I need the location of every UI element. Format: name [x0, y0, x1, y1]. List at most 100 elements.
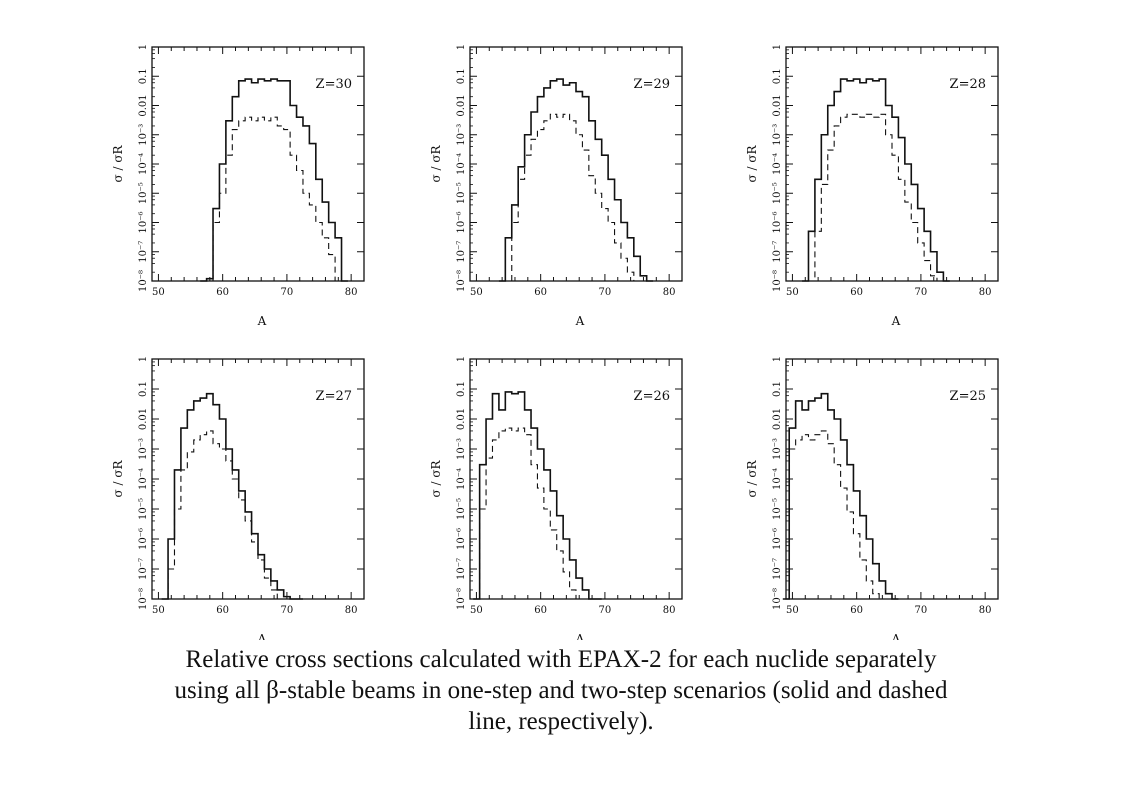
y-tick-label: 10⁻³ [456, 438, 467, 460]
y-tick-label: 10⁻⁶ [456, 528, 467, 550]
y-tick-label: 10⁻⁸ [772, 270, 783, 292]
y-tick-label: 10⁻⁴ [456, 153, 467, 175]
x-tick-label: 80 [663, 605, 676, 616]
series-solid-line [161, 392, 303, 600]
x-tick-label: 80 [979, 287, 992, 298]
y-tick-label: 1 [138, 44, 149, 50]
x-axis-label: A [891, 632, 901, 640]
y-tick-label: 1 [772, 356, 783, 362]
y-tick-label: 0.01 [772, 94, 783, 116]
x-tick-label: 50 [152, 605, 165, 616]
y-tick-label: 10⁻⁴ [772, 153, 783, 175]
y-tick-label: 1 [138, 356, 149, 362]
y-axis-label: σ / σR [111, 459, 125, 497]
x-tick-label: 60 [216, 287, 229, 298]
y-tick-label: 10⁻⁶ [138, 211, 149, 233]
y-tick-label: 10⁻⁶ [456, 211, 467, 233]
y-tick-label: 0.01 [456, 408, 467, 430]
y-tick-label: 0.1 [138, 381, 149, 397]
series-solid-line [200, 78, 348, 282]
y-tick-label: 10⁻⁵ [138, 182, 149, 204]
y-axis-label: σ / σR [111, 144, 125, 182]
panel-title: Z=27 [316, 389, 352, 404]
x-tick-label: 60 [850, 287, 863, 298]
y-tick-label: 10⁻³ [772, 124, 783, 146]
y-tick-label: 10⁻⁷ [772, 241, 783, 263]
y-tick-label: 10⁻⁸ [456, 588, 467, 610]
x-tick-label: 80 [345, 287, 358, 298]
panel-1: 50 60 70 80 10⁻⁸ 10⁻⁷ 10⁻⁶ 10⁻⁵ 10⁻⁴ 10⁻³ 0.01 0.1 1… [111, 44, 365, 328]
y-tick-label: 10⁻³ [772, 438, 783, 460]
panel-title: Z=25 [950, 389, 986, 404]
series-dashed-line [167, 430, 291, 600]
y-tick-label: 10⁻⁵ [772, 498, 783, 520]
y-tick-label: 10⁻³ [456, 124, 467, 146]
y-tick-label: 10⁻⁴ [138, 153, 149, 175]
series-dashed-line [788, 430, 886, 600]
series-solid-line [498, 78, 654, 282]
x-tick-label: 80 [663, 287, 676, 298]
x-tick-label: 70 [915, 605, 928, 616]
y-tick-label: 10⁻⁵ [138, 498, 149, 520]
y-tick-label: 10⁻⁴ [456, 468, 467, 490]
panel-3: 50 60 70 80 10⁻⁸ 10⁻⁷ 10⁻⁶ 10⁻⁵ 10⁻⁴ 10⁻³ 0.01 0.1 1… [745, 44, 999, 328]
y-tick-label: 10⁻³ [138, 438, 149, 460]
panel-4: 50 60 70 80 10⁻⁸ 10⁻⁷ 10⁻⁶ 10⁻⁵ 10⁻⁴ 10⁻³ 0.01 0.1 1… [111, 356, 365, 640]
y-tick-label: 10⁻⁸ [456, 270, 467, 292]
y-tick-label: 10⁻⁸ [138, 270, 149, 292]
series-dashed-line [479, 427, 589, 600]
x-tick-label: 60 [534, 287, 547, 298]
y-tick-label: 0.01 [138, 408, 149, 430]
series-dashed-line [511, 113, 647, 282]
caption-line-2: using all β-stable beams in one-step and… [174, 677, 948, 704]
y-axis-label: σ / σR [429, 459, 443, 497]
series-solid-line [473, 391, 602, 600]
x-tick-label: 70 [915, 287, 928, 298]
x-tick-label: 50 [470, 605, 483, 616]
y-tick-label: 10⁻⁸ [138, 588, 149, 610]
y-tick-label: 10⁻⁶ [772, 211, 783, 233]
y-tick-label: 10⁻⁶ [138, 528, 149, 550]
y-tick-label: 1 [772, 44, 783, 50]
x-tick-label: 50 [786, 605, 799, 616]
x-axis-label: A [575, 314, 585, 328]
y-tick-label: 0.1 [456, 68, 467, 84]
x-tick-label: 70 [281, 287, 294, 298]
panel-6: 50 60 70 80 10⁻⁸ 10⁻⁷ 10⁻⁶ 10⁻⁵ 10⁻⁴ 10⁻³ 0.01 0.1 1… [745, 356, 999, 640]
y-axis-label: σ / σR [745, 144, 759, 182]
y-axis-label: σ / σR [745, 459, 759, 497]
y-tick-label: 0.01 [772, 408, 783, 430]
figure-caption: Relative cross sections calculated with … [40, 644, 1082, 737]
y-tick-label: 10⁻⁷ [138, 241, 149, 263]
series-solid-line [782, 392, 899, 600]
y-tick-label: 10⁻³ [138, 124, 149, 146]
y-tick-label: 10⁻⁶ [772, 528, 783, 550]
y-tick-label: 0.1 [772, 381, 783, 397]
x-tick-label: 70 [599, 287, 612, 298]
x-axis-label: A [257, 632, 267, 640]
caption-line-3: line, respectively). [468, 708, 654, 735]
x-tick-label: 80 [345, 605, 358, 616]
y-tick-label: 10⁻⁵ [456, 182, 467, 204]
y-axis-label: σ / σR [429, 144, 443, 182]
y-tick-label: 0.1 [772, 68, 783, 84]
panel-title: Z=29 [634, 77, 670, 92]
y-tick-label: 10⁻⁴ [772, 468, 783, 490]
x-tick-label: 70 [599, 605, 612, 616]
y-tick-label: 10⁻⁴ [138, 468, 149, 490]
x-tick-label: 80 [979, 605, 992, 616]
x-tick-label: 60 [850, 605, 863, 616]
x-tick-label: 50 [470, 287, 483, 298]
y-tick-label: 10⁻⁷ [456, 241, 467, 263]
y-tick-label: 10⁻⁷ [772, 558, 783, 580]
x-axis-label: A [575, 632, 585, 640]
figure-panels: 50 60 70 80 10⁻⁸ 10⁻⁷ 10⁻⁶ 10⁻⁵ 10⁻⁴ 10⁻³ 0.01 0.1 1… [111, 44, 999, 640]
x-tick-label: 70 [281, 605, 294, 616]
series-dashed-line [212, 116, 342, 282]
y-tick-label: 10⁻⁸ [772, 588, 783, 610]
y-tick-label: 0.1 [456, 381, 467, 397]
panel-2: 50 60 70 80 10⁻⁸ 10⁻⁷ 10⁻⁶ 10⁻⁵ 10⁻⁴ 10⁻³ 0.01 0.1 1… [429, 44, 683, 328]
panel-title: Z=26 [634, 389, 670, 404]
x-tick-label: 50 [152, 287, 165, 298]
y-tick-label: 0.1 [138, 68, 149, 84]
